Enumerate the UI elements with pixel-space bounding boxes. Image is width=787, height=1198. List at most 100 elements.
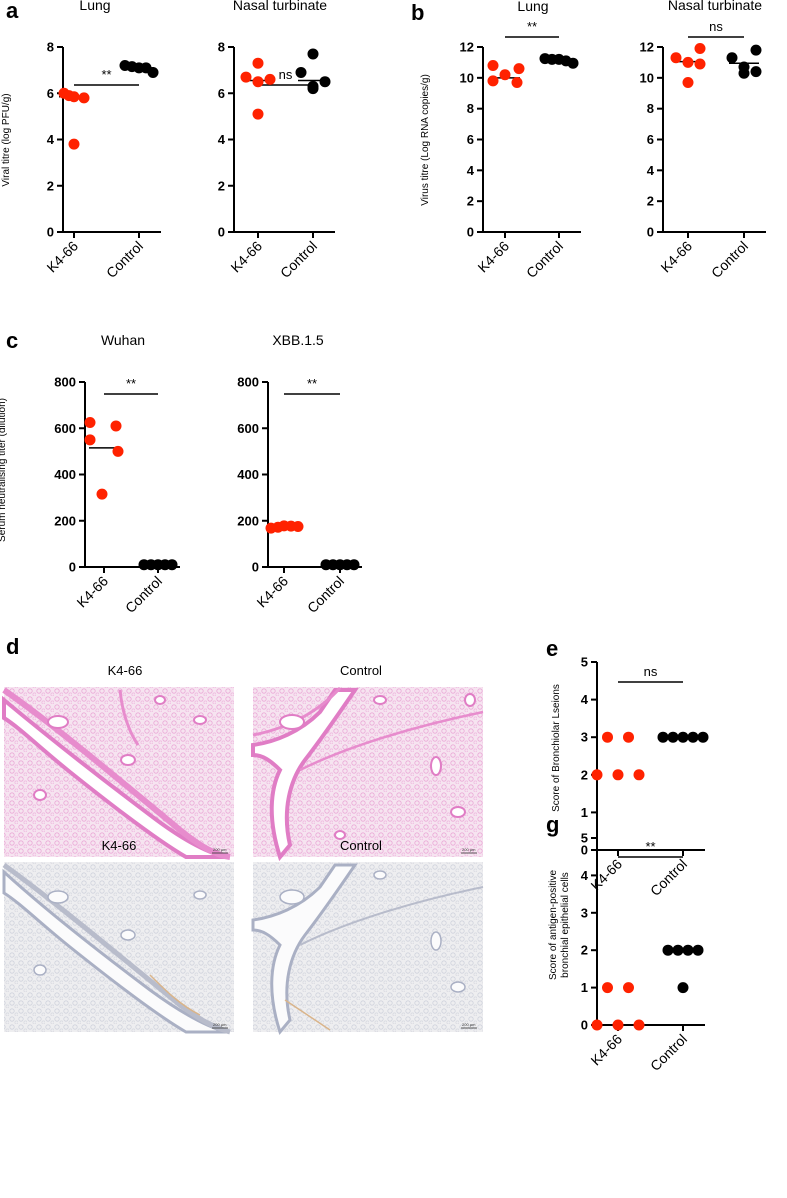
y-tick-label: 2 bbox=[467, 194, 474, 209]
y-tick-label: 0 bbox=[581, 843, 588, 858]
y-tick-label: 0 bbox=[467, 225, 474, 240]
y-tick-label: 4 bbox=[467, 163, 475, 178]
panel-letter-d: d bbox=[6, 634, 19, 659]
data-point-control bbox=[677, 731, 689, 743]
significance-label: ns bbox=[709, 19, 723, 34]
x-category-label: K4-66 bbox=[227, 238, 265, 276]
y-tick-label: 600 bbox=[54, 421, 76, 436]
data-point-control bbox=[166, 559, 178, 571]
y-tick-label: 800 bbox=[237, 375, 259, 390]
data-point-control bbox=[682, 944, 694, 956]
y-tick-label: 4 bbox=[47, 132, 55, 147]
data-point-k466 bbox=[252, 57, 264, 69]
scale-bar-f-left: 200 µm bbox=[213, 1022, 227, 1027]
y-tick-label: 0 bbox=[218, 225, 225, 240]
y-tick-label: 4 bbox=[581, 868, 589, 883]
data-point-control bbox=[307, 83, 319, 95]
data-point-k466 bbox=[602, 731, 613, 743]
x-category-label: Control bbox=[647, 856, 690, 899]
data-point-control bbox=[692, 944, 704, 956]
y-axis-label: Virus titre (Log RNA copies/g) bbox=[420, 74, 431, 206]
data-point-k466 bbox=[240, 71, 252, 83]
data-point-k466 bbox=[292, 521, 304, 533]
y-axis-label: Score of antigen-positivebronchial epith… bbox=[548, 870, 571, 981]
y-tick-label: 200 bbox=[237, 513, 259, 528]
panel-letter-a: a bbox=[6, 0, 19, 23]
image-f-left-title: K4-66 bbox=[102, 838, 137, 853]
data-point-k466 bbox=[110, 420, 122, 432]
data-point-k466 bbox=[511, 76, 523, 88]
y-tick-label: 0 bbox=[252, 560, 259, 575]
scale-bar-f-right: 200 µm bbox=[462, 1022, 476, 1027]
data-point-k466 bbox=[612, 769, 624, 781]
chart-title: Lung bbox=[517, 0, 548, 14]
data-point-k466 bbox=[623, 731, 634, 743]
y-tick-label: 2 bbox=[218, 178, 225, 193]
data-point-control bbox=[348, 559, 360, 571]
data-point-control bbox=[697, 731, 709, 743]
data-point-k466 bbox=[112, 445, 124, 457]
significance-label: ns bbox=[279, 67, 293, 82]
data-point-k466 bbox=[487, 60, 499, 71]
chart-b-nasal-turbinate: Nasal turbinate 0 2 4 6 8 10 12 K4-66 Control ns bbox=[640, 0, 766, 281]
significance-label: ** bbox=[645, 839, 655, 854]
micrograph-d-control: 200 µm bbox=[251, 686, 484, 862]
x-category-label: K4-66 bbox=[73, 573, 111, 611]
data-point-k466 bbox=[252, 76, 264, 88]
micrograph-f-control: 200 µm bbox=[251, 862, 484, 1036]
significance-label: ** bbox=[101, 67, 111, 82]
data-point-control bbox=[726, 52, 738, 64]
data-point-k466 bbox=[633, 1019, 645, 1031]
y-axis-label: Viral titre (log PFU/g) bbox=[1, 93, 12, 186]
y-tick-label: 0 bbox=[69, 560, 76, 575]
data-point-control bbox=[677, 982, 689, 994]
y-tick-label: 400 bbox=[54, 467, 76, 482]
y-tick-label: 600 bbox=[237, 421, 259, 436]
x-category-label: Control bbox=[277, 238, 320, 281]
y-tick-label: 4 bbox=[218, 132, 226, 147]
data-point-control bbox=[295, 66, 307, 78]
data-point-k466 bbox=[84, 416, 96, 428]
y-tick-label: 3 bbox=[581, 730, 588, 745]
y-tick-label: 5 bbox=[581, 831, 588, 846]
y-axis-label: Serum neutralising titer (dilution) bbox=[0, 398, 8, 542]
y-tick-label: 6 bbox=[467, 132, 474, 147]
chart-title: XBB.1.5 bbox=[272, 332, 324, 348]
data-point-k466 bbox=[513, 63, 525, 75]
y-axis-label: Score of Bronchiolar Lseions bbox=[551, 684, 562, 812]
chart-title: Lung bbox=[79, 0, 110, 13]
data-point-k466 bbox=[591, 1019, 603, 1031]
panel-letter-b: b bbox=[411, 0, 424, 25]
y-tick-label: 4 bbox=[581, 692, 589, 707]
y-tick-label: 10 bbox=[640, 70, 654, 85]
data-point-control bbox=[750, 66, 762, 78]
y-tick-label: 0 bbox=[47, 225, 54, 240]
chart-title: Wuhan bbox=[101, 332, 145, 348]
chart-c-wuhan: Wuhan Serum neutralising titer (dilution)… bbox=[0, 332, 180, 616]
scale-bar-d-left: 200 µm bbox=[213, 847, 227, 852]
panel-letter-e: e bbox=[546, 636, 558, 661]
data-point-k466 bbox=[694, 58, 706, 70]
panel-letter-c: c bbox=[6, 328, 18, 353]
data-point-control bbox=[687, 731, 699, 743]
data-point-k466 bbox=[682, 56, 694, 68]
x-category-label: Control bbox=[122, 573, 165, 616]
x-category-label: K4-66 bbox=[587, 1031, 625, 1069]
y-tick-label: 0 bbox=[647, 225, 654, 240]
y-tick-label: 2 bbox=[581, 943, 588, 958]
significance-label: ns bbox=[644, 664, 658, 679]
data-point-control bbox=[657, 731, 669, 743]
y-axis-label-line: Score of antigen-positive bbox=[548, 870, 559, 981]
y-tick-label: 2 bbox=[581, 767, 588, 782]
x-category-label: K4-66 bbox=[657, 238, 695, 276]
data-point-control bbox=[667, 731, 679, 743]
y-tick-label: 3 bbox=[581, 905, 588, 920]
y-tick-label: 4 bbox=[647, 163, 655, 178]
data-point-control bbox=[662, 944, 674, 956]
y-tick-label: 800 bbox=[54, 375, 76, 390]
image-d-right-title: Control bbox=[340, 663, 382, 678]
data-point-k466 bbox=[68, 138, 80, 150]
data-point-k466 bbox=[265, 522, 277, 534]
